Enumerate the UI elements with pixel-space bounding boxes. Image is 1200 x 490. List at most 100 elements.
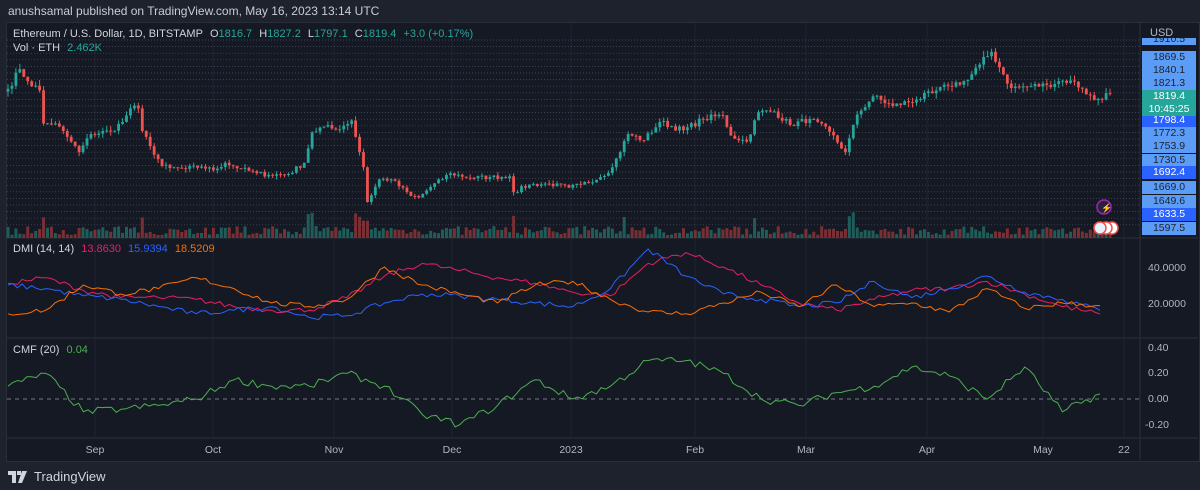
- volume-bar: [10, 234, 14, 238]
- dmi-adx-value: 13.8630: [81, 243, 121, 255]
- volume-bar: [583, 226, 587, 238]
- volume-bar: [911, 228, 915, 238]
- candle: [156, 154, 160, 160]
- candle: [737, 138, 741, 141]
- volume-bar: [666, 234, 670, 238]
- volume-bar: [836, 230, 839, 238]
- volume-bar: [942, 229, 946, 238]
- candle: [883, 99, 887, 104]
- volume-bar: [302, 227, 306, 238]
- volume-bar: [1009, 234, 1013, 238]
- volume-bar: [926, 231, 930, 238]
- candle: [531, 183, 535, 185]
- candle: [1069, 80, 1072, 83]
- volume-bar: [693, 230, 697, 238]
- price-level-label: 1633.5: [1142, 208, 1196, 221]
- candle: [986, 56, 989, 58]
- volume-bar: [839, 231, 843, 238]
- candle: [1057, 81, 1061, 84]
- candle: [180, 167, 184, 169]
- volume-bar: [970, 226, 974, 238]
- volume-bar: [824, 229, 828, 238]
- candle: [140, 108, 144, 132]
- candle: [828, 126, 831, 132]
- candle: [472, 177, 476, 179]
- candle: [1002, 67, 1005, 75]
- volume-bar: [705, 226, 709, 238]
- volume-bar: [160, 234, 164, 238]
- candle: [354, 120, 357, 137]
- candle: [1017, 86, 1021, 88]
- volume-bar: [38, 228, 42, 238]
- candle: [705, 118, 709, 121]
- candle: [42, 90, 45, 124]
- time-axis-label: Dec: [442, 444, 462, 456]
- candle: [844, 148, 847, 153]
- volume-bar: [342, 227, 346, 238]
- volume-bar: [1017, 228, 1021, 238]
- candle: [81, 145, 85, 153]
- cmf-tick: 0.00: [1148, 393, 1169, 405]
- candle: [520, 186, 523, 193]
- candle: [362, 152, 365, 168]
- volume-bar: [962, 226, 966, 238]
- volume-bar: [749, 234, 753, 238]
- volume-bar: [267, 228, 271, 238]
- volume-bar: [990, 233, 994, 238]
- volume-bar: [867, 230, 871, 238]
- candle: [658, 121, 662, 128]
- candle: [22, 69, 26, 77]
- candle: [808, 118, 812, 124]
- candle: [614, 158, 618, 168]
- volume-bar: [358, 216, 362, 238]
- volume-bar: [764, 229, 768, 238]
- volume-bar: [401, 229, 405, 238]
- candle: [670, 126, 673, 128]
- candle: [875, 95, 879, 97]
- candle: [1029, 86, 1033, 88]
- volume-bar: [768, 233, 772, 238]
- us-flag-icon[interactable]: [1093, 221, 1107, 235]
- tradingview-logo[interactable]: TradingView: [8, 469, 106, 484]
- candle: [1096, 98, 1100, 101]
- candle: [579, 183, 583, 185]
- candle: [425, 190, 429, 194]
- candle: [650, 132, 654, 134]
- candle: [840, 142, 843, 149]
- candle: [464, 176, 468, 178]
- volume-bar: [184, 230, 188, 238]
- candle: [168, 164, 172, 169]
- candle: [342, 125, 346, 130]
- candle: [729, 126, 733, 136]
- lightning-event-icon[interactable]: [1096, 199, 1112, 215]
- candle: [223, 162, 227, 168]
- candle: [1013, 86, 1017, 89]
- candle: [1045, 83, 1049, 85]
- candle: [713, 114, 717, 117]
- volume-bar: [425, 234, 429, 238]
- volume-bar: [1076, 227, 1080, 238]
- volume-bar: [136, 232, 140, 238]
- candle: [330, 124, 334, 129]
- candle: [129, 108, 132, 116]
- ohlc-low: L1797.1: [308, 28, 348, 40]
- price-level-label: 1692.4: [1142, 166, 1196, 179]
- candle: [804, 118, 808, 124]
- candle: [1041, 83, 1045, 87]
- volume-bar: [997, 231, 1001, 238]
- candle: [528, 184, 531, 188]
- candle: [575, 183, 579, 185]
- volume-bar: [204, 227, 207, 238]
- candle: [1053, 83, 1057, 88]
- candle: [780, 117, 784, 121]
- volume-bar: [211, 227, 215, 238]
- volume-bar: [828, 228, 832, 238]
- candle: [717, 114, 721, 117]
- tradingview-brand: TradingView: [34, 469, 106, 484]
- candle: [10, 85, 14, 89]
- price-level-label: 1869.5: [1142, 51, 1196, 64]
- volume-bar: [602, 228, 606, 238]
- ohlc-close: C1819.4: [355, 28, 397, 40]
- candle: [978, 64, 982, 68]
